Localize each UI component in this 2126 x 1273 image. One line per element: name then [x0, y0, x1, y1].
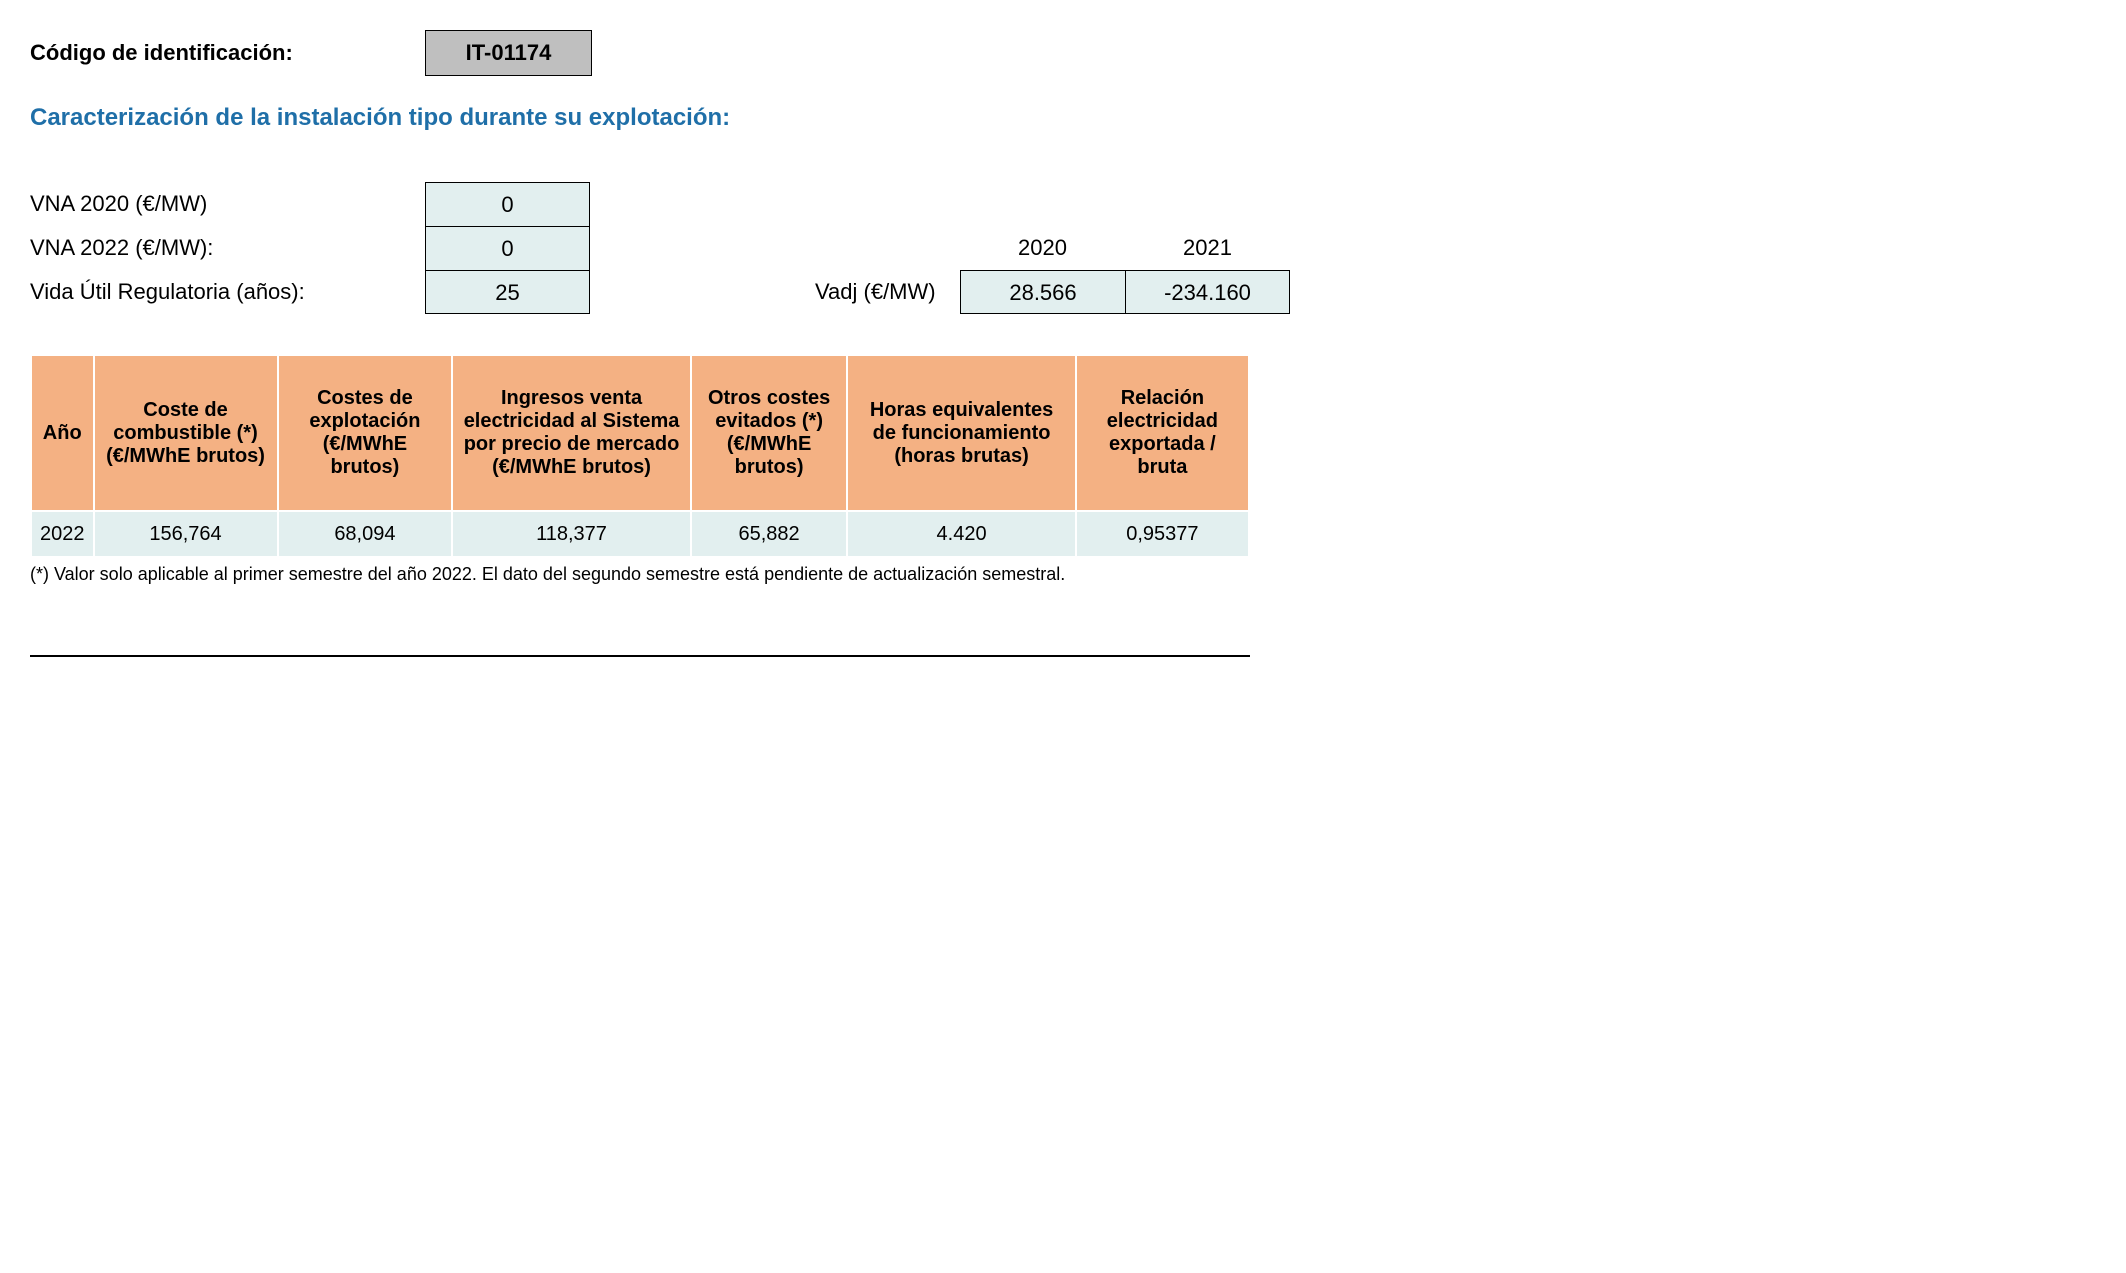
vida-value: 25 — [425, 270, 590, 314]
col-opex: Costes de explotación (€/MWhE brutos) — [278, 355, 453, 511]
id-row: Código de identificación: IT-01174 — [30, 30, 2096, 76]
cell-income: 118,377 — [452, 511, 691, 557]
col-ratio: Relación electricidad exportada / bruta — [1076, 355, 1249, 511]
col-avoided: Otros costes evitados (*) (€/MWhE brutos… — [691, 355, 848, 511]
cell-year: 2022 — [31, 511, 94, 557]
vna2022-value: 0 — [425, 226, 590, 270]
characterization-title: Caracterización de la instalación tipo d… — [30, 104, 2096, 132]
cell-ratio: 0,95377 — [1076, 511, 1249, 557]
cell-opex: 68,094 — [278, 511, 453, 557]
vna2020-row: VNA 2020 (€/MW) 0 — [30, 182, 2096, 226]
id-label: Código de identificación: — [30, 40, 425, 66]
table-row: 2022 156,764 68,094 118,377 65,882 4.420… — [31, 511, 1249, 557]
vadj-2020-value: 28.566 — [960, 270, 1125, 314]
col-year: Año — [31, 355, 94, 511]
vna2022-label: VNA 2022 (€/MW): — [30, 235, 425, 261]
vida-row: Vida Útil Regulatoria (años): 25 Vadj (€… — [30, 270, 2096, 314]
vna2022-row: VNA 2022 (€/MW): 0 2020 2021 — [30, 226, 2096, 270]
cell-fuel: 156,764 — [94, 511, 278, 557]
vadj-year-2021: 2021 — [1125, 235, 1290, 261]
vadj-year-2020: 2020 — [960, 235, 1125, 261]
footnote: (*) Valor solo aplicable al primer semes… — [30, 564, 2096, 585]
vida-label: Vida Útil Regulatoria (años): — [30, 279, 425, 305]
col-hours: Horas equivalentes de funcionamiento (ho… — [847, 355, 1075, 511]
vadj-label: Vadj (€/MW) — [815, 279, 960, 305]
cell-hours: 4.420 — [847, 511, 1075, 557]
main-table: Año Coste de combustible (*) (€/MWhE bru… — [30, 354, 1250, 558]
vna2020-label: VNA 2020 (€/MW) — [30, 191, 425, 217]
divider — [30, 655, 1250, 657]
vna2020-value: 0 — [425, 182, 590, 226]
id-value-box: IT-01174 — [425, 30, 592, 76]
col-income: Ingresos venta electricidad al Sistema p… — [452, 355, 691, 511]
cell-avoided: 65,882 — [691, 511, 848, 557]
col-fuel: Coste de combustible (*) (€/MWhE brutos) — [94, 355, 278, 511]
vadj-2021-value: -234.160 — [1125, 270, 1290, 314]
table-header-row: Año Coste de combustible (*) (€/MWhE bru… — [31, 355, 1249, 511]
